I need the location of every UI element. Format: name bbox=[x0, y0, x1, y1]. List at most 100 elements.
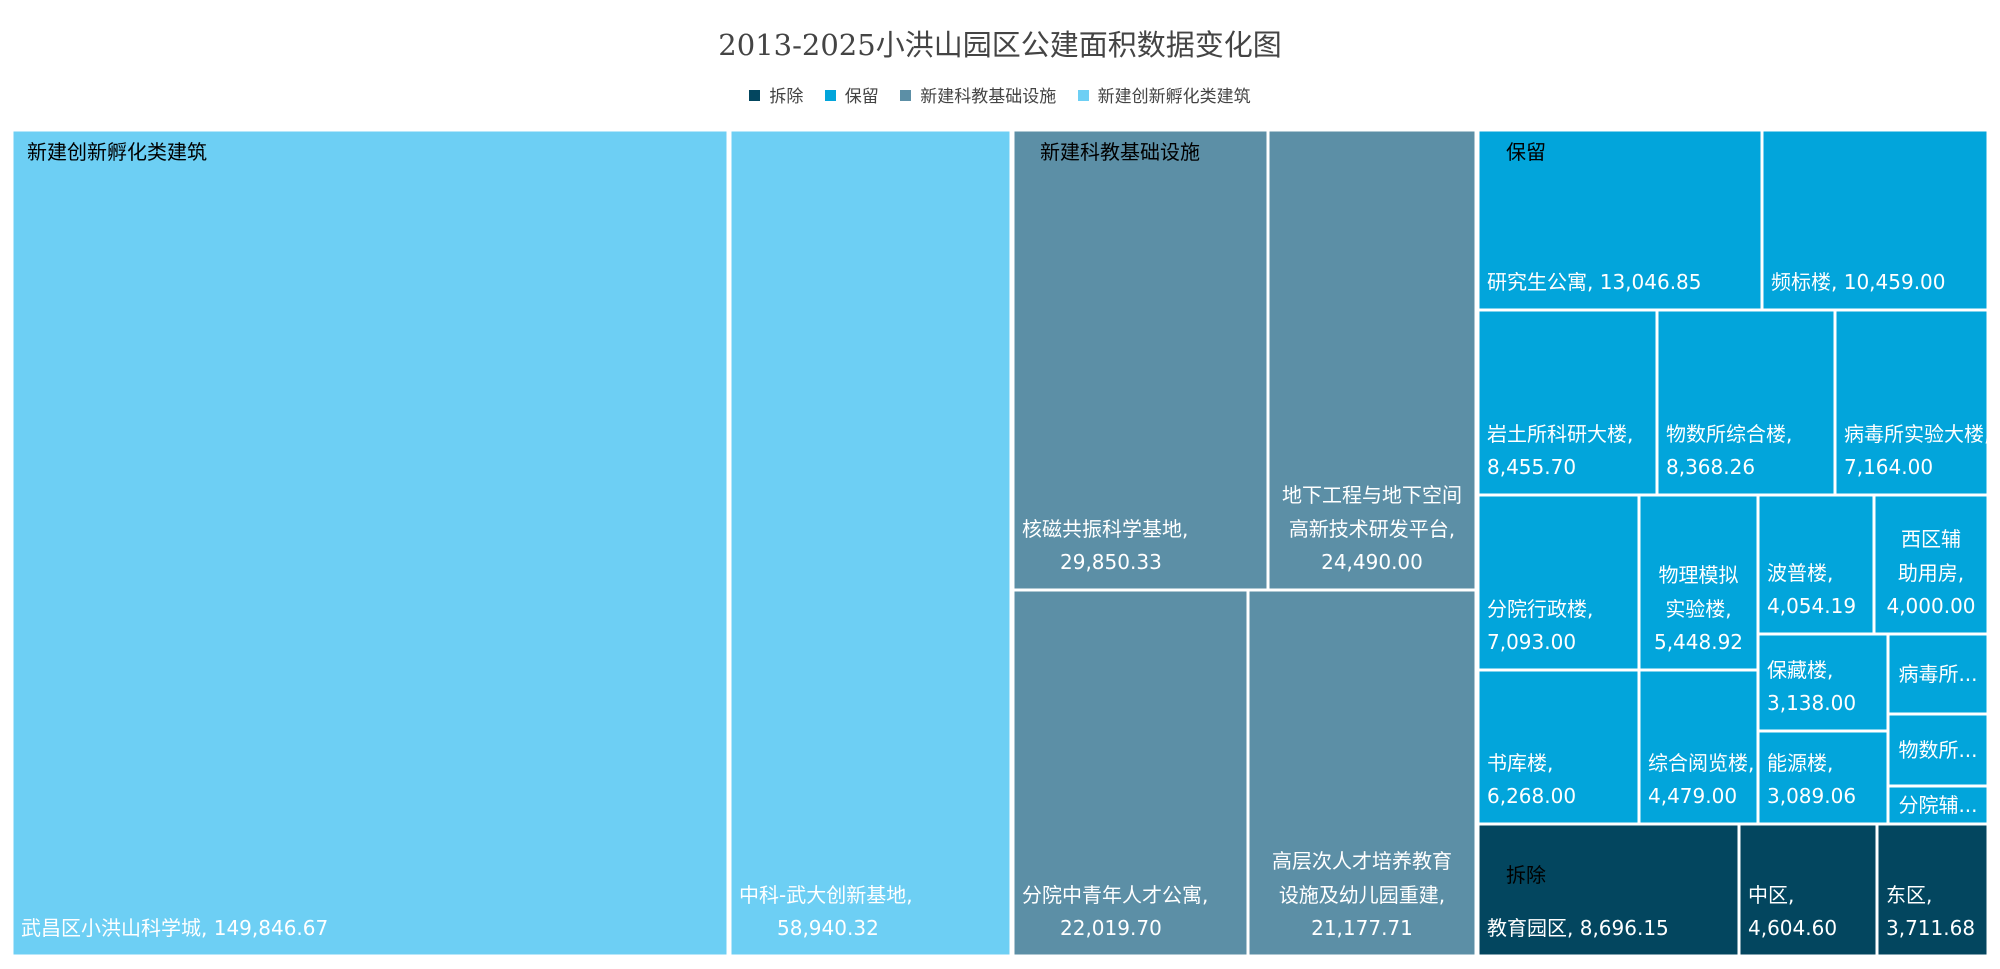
tile-value: 3,711.68 bbox=[1886, 916, 1975, 940]
tile-label: 中科-武大创新基地, bbox=[739, 883, 913, 907]
tile-value: 3,089.06 bbox=[1767, 784, 1856, 808]
tile-value: 3,138.00 bbox=[1767, 691, 1856, 715]
tile-label: 岩土所科研大楼, bbox=[1487, 422, 1633, 446]
legend-label: 拆除 bbox=[769, 87, 804, 107]
tile-value: 21,177.71 bbox=[1311, 916, 1413, 940]
tile-label: 频标楼, 10,459.00 bbox=[1771, 270, 1946, 294]
treemap-tile-rect bbox=[1889, 635, 1987, 713]
treemap-tile[interactable]: 教育园区, 8,696.15 bbox=[1479, 825, 1738, 955]
tile-label: 物数所... bbox=[1898, 738, 1977, 762]
tile-label: 书库楼, bbox=[1487, 751, 1553, 775]
tile-label: 波普楼, bbox=[1767, 561, 1833, 585]
legend-item-retain[interactable]: 保留 bbox=[824, 82, 879, 107]
treemap-tile-rect bbox=[1878, 825, 1987, 955]
treemap-tile[interactable]: 病毒所... bbox=[1889, 635, 1987, 713]
treemap-tile[interactable]: 武昌区小洪山科学城, 149,846.67 bbox=[13, 131, 727, 955]
treemap-tile-rect bbox=[1479, 671, 1638, 823]
tile-label: 助用房, bbox=[1898, 561, 1964, 585]
tile-value: 4,054.19 bbox=[1767, 594, 1856, 618]
tile-label: 综合阅览楼, bbox=[1648, 751, 1754, 775]
treemap-tile-rect bbox=[1640, 671, 1757, 823]
tile-label: 分院中青年人才公寓, bbox=[1022, 883, 1208, 907]
tile-label: 武昌区小洪山科学城, 149,846.67 bbox=[21, 916, 328, 940]
legend-swatch bbox=[824, 90, 836, 101]
tile-label: 西区辅 bbox=[1901, 527, 1961, 551]
treemap-tile[interactable]: 频标楼, 10,459.00 bbox=[1763, 131, 1987, 309]
treemap-tile-rect bbox=[1836, 311, 1987, 494]
treemap-tile-rect bbox=[731, 131, 1010, 955]
treemap-tile[interactable]: 分院行政楼, 7,093.00 bbox=[1479, 496, 1638, 669]
tile-label: 实验楼, bbox=[1665, 597, 1731, 621]
treemap-tile-rect bbox=[1269, 131, 1475, 589]
treemap-tile-rect bbox=[1014, 591, 1247, 955]
tile-value: 4,000.00 bbox=[1886, 594, 1975, 618]
treemap-tile-rect bbox=[1889, 715, 1987, 785]
treemap-group: 教育园区, 8,696.15 中区, 4,604.60 东区, 3,711.68 拆除 bbox=[1479, 825, 1987, 955]
treemap-tile-rect bbox=[1759, 496, 1873, 633]
treemap-tile-rect bbox=[1759, 732, 1887, 823]
tile-label: 物理模拟 bbox=[1659, 563, 1739, 587]
legend-swatch bbox=[900, 90, 912, 101]
legend-swatch bbox=[1077, 90, 1089, 101]
legend-item-new-incubation[interactable]: 新建创新孵化类建筑 bbox=[1077, 82, 1251, 107]
tile-value: 8,455.70 bbox=[1487, 455, 1576, 479]
treemap-tile-rect bbox=[13, 131, 727, 955]
tile-label: 核磁共振科学基地, bbox=[1022, 517, 1188, 541]
tile-value: 8,368.26 bbox=[1666, 455, 1755, 479]
treemap-tile-rect bbox=[1889, 787, 1987, 823]
tile-label: 地下工程与地下空间 bbox=[1282, 483, 1462, 507]
tile-value: 22,019.70 bbox=[1060, 916, 1162, 940]
tile-label: 病毒所... bbox=[1898, 662, 1977, 686]
treemap-tile[interactable]: 核磁共振科学基地, 29,850.33 bbox=[1014, 131, 1267, 589]
treemap-tile[interactable]: 东区, 3,711.68 bbox=[1878, 825, 1987, 955]
treemap-tile-rect bbox=[1740, 825, 1876, 955]
treemap-tile[interactable]: 中区, 4,604.60 bbox=[1740, 825, 1876, 955]
treemap-tile-rect bbox=[1763, 131, 1987, 309]
legend-label: 保留 bbox=[844, 87, 879, 107]
tile-label: 高新技术研发平台, bbox=[1289, 517, 1455, 541]
legend: 拆除 保留 新建科教基础设施 新建创新孵化类建筑 bbox=[0, 82, 2000, 107]
treemap-tile[interactable]: 中科-武大创新基地, 58,940.32 bbox=[731, 131, 1010, 955]
tile-value: 7,093.00 bbox=[1487, 630, 1576, 654]
treemap-tile[interactable]: 分院辅... bbox=[1889, 787, 1987, 823]
tile-label: 分院行政楼, bbox=[1487, 597, 1593, 621]
treemap-group-label: 拆除 bbox=[1506, 863, 1546, 887]
treemap-tile[interactable]: 分院中青年人才公寓, 22,019.70 bbox=[1014, 591, 1247, 955]
tile-value: 4,479.00 bbox=[1648, 784, 1737, 808]
treemap-tile[interactable]: 物数所综合楼, 8,368.26 bbox=[1658, 311, 1834, 494]
treemap-tile[interactable]: 能源楼, 3,089.06 bbox=[1759, 732, 1887, 823]
treemap-group-label: 保留 bbox=[1506, 140, 1546, 164]
treemap-tile[interactable]: 保藏楼, 3,138.00 bbox=[1759, 635, 1887, 730]
legend-label: 新建创新孵化类建筑 bbox=[1097, 87, 1251, 107]
treemap-tile-rect bbox=[1479, 496, 1638, 669]
tile-value: 24,490.00 bbox=[1321, 550, 1423, 574]
tile-label: 教育园区, 8,696.15 bbox=[1487, 916, 1669, 940]
treemap-tile-rect bbox=[1014, 131, 1267, 589]
treemap-tile-rect bbox=[1249, 591, 1475, 955]
treemap-tile[interactable]: 岩土所科研大楼, 8,455.70 bbox=[1479, 311, 1656, 494]
treemap-tile[interactable]: 研究生公寓, 13,046.85 bbox=[1479, 131, 1761, 309]
chart-title: 2013-2025小洪山园区公建面积数据变化图 bbox=[718, 28, 1282, 62]
treemap-tile[interactable]: 物数所... bbox=[1889, 715, 1987, 785]
treemap-tile[interactable]: 书库楼, 6,268.00 bbox=[1479, 671, 1638, 823]
treemap-group: 研究生公寓, 13,046.85 频标楼, 10,459.00 岩土所科研大楼, 8,… bbox=[1479, 131, 1991, 823]
treemap-tile-rect bbox=[1759, 635, 1887, 730]
tile-label: 东区, bbox=[1886, 883, 1932, 907]
tile-label: 病毒所实验大楼, bbox=[1844, 422, 1990, 446]
treemap-tile[interactable]: 波普楼, 4,054.19 bbox=[1759, 496, 1873, 633]
treemap-tile-rect bbox=[1658, 311, 1834, 494]
legend-item-new-research[interactable]: 新建科教基础设施 bbox=[900, 82, 1056, 107]
tile-label: 能源楼, bbox=[1767, 751, 1833, 775]
tile-label: 保藏楼, bbox=[1767, 658, 1833, 682]
treemap-tile[interactable]: 病毒所实验大楼, 7,164.00 bbox=[1836, 311, 1991, 494]
treemap-tile[interactable]: 综合阅览楼, 4,479.00 bbox=[1640, 671, 1757, 823]
legend-item-demolish[interactable]: 拆除 bbox=[749, 82, 803, 107]
treemap-tile-rect bbox=[1479, 825, 1738, 955]
tile-value: 4,604.60 bbox=[1748, 916, 1837, 940]
